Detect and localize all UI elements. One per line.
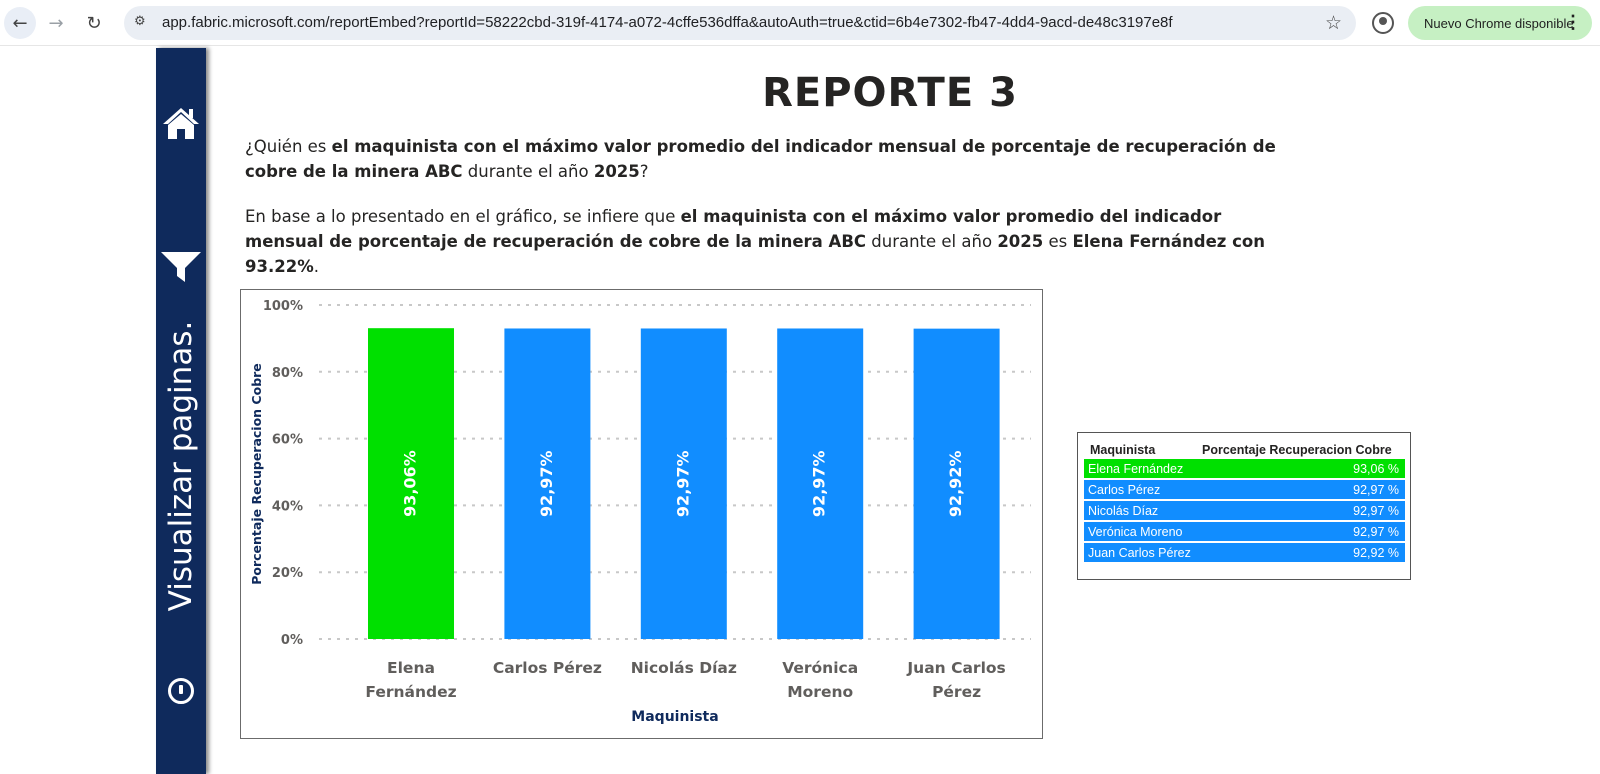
- x-category-label: Carlos Pérez: [493, 659, 602, 677]
- bar-data-label: 92,92%: [946, 451, 965, 518]
- y-axis-title: Porcentaje Recuperacion Cobre: [249, 363, 264, 585]
- y-tick-label: 100%: [263, 299, 303, 314]
- x-category-label: Verónica Moreno: [782, 659, 858, 701]
- x-category-label: Nicolás Díaz: [631, 659, 737, 677]
- x-category-label-line: Juan Carlos: [906, 659, 1005, 677]
- filter-icon[interactable]: [160, 250, 202, 284]
- bar-chart: 0% 20% 40% 60% 80% 100% 93,06% Elena Fernández 92…: [249, 299, 1031, 725]
- table-row[interactable]: Elena Fernández 93,06 %: [1084, 459, 1405, 479]
- table-cell-maquinista: Juan Carlos Pérez: [1088, 546, 1191, 560]
- table-cell-porcentaje: 92,97 %: [1353, 483, 1399, 497]
- x-category-label-line: Moreno: [787, 683, 853, 701]
- address-url[interactable]: app.fabric.microsoft.com/reportEmbed?rep…: [162, 14, 1173, 31]
- browser-toolbar: ← → ↻ ⚙ app.fabric.microsoft.com/reportE…: [0, 0, 1600, 46]
- table-cell-porcentaje: 92,92 %: [1353, 546, 1399, 560]
- y-tick-label: 60%: [272, 433, 303, 448]
- x-category-label: Juan Carlos Pérez: [906, 659, 1005, 701]
- visualizar-paginas-label[interactable]: Visualizar paginas.: [163, 320, 199, 612]
- bar-chart-card[interactable]: 0% 20% 40% 60% 80% 100% 93,06% Elena Fernández 92…: [240, 289, 1043, 739]
- bar: [368, 328, 454, 639]
- table-cell-maquinista: Carlos Pérez: [1088, 483, 1161, 497]
- info-icon[interactable]: [168, 678, 194, 704]
- table-row[interactable]: Carlos Pérez 92,97 %: [1084, 480, 1405, 500]
- table-header-porcentaje[interactable]: Porcentaje Recuperacion Cobre: [1202, 443, 1392, 457]
- data-table[interactable]: Maquinista Porcentaje Recuperacion Cobre…: [1077, 432, 1411, 580]
- y-tick-label: 80%: [272, 366, 303, 381]
- reload-icon[interactable]: ↻: [86, 12, 102, 34]
- x-category-label-line: Pérez: [932, 683, 981, 701]
- x-category-label-line: Elena: [387, 659, 435, 677]
- bookmark-star-icon[interactable]: ☆: [1324, 12, 1342, 34]
- table-row[interactable]: Verónica Moreno 92,97 %: [1084, 522, 1405, 542]
- table-cell-maquinista: Verónica Moreno: [1088, 525, 1183, 539]
- bar-data-label: 92,97%: [673, 450, 692, 517]
- page-title: REPORTE 3: [762, 70, 1018, 116]
- site-info-icon[interactable]: ⚙: [134, 14, 146, 29]
- x-category-label-line: Carlos Pérez: [493, 659, 602, 677]
- table-header-maquinista[interactable]: Maquinista: [1090, 443, 1156, 457]
- bar-data-label: 93,06%: [401, 450, 420, 517]
- table-cell-maquinista: Nicolás Díaz: [1088, 504, 1159, 518]
- report-sidebar: Visualizar paginas.: [156, 48, 206, 774]
- chrome-update-button[interactable]: Nuevo Chrome disponible ⋮: [1408, 6, 1592, 40]
- x-category-label-line: Fernández: [365, 683, 456, 701]
- y-tick-label: 0%: [281, 633, 303, 648]
- kebab-menu-icon[interactable]: ⋮: [1564, 12, 1582, 32]
- profile-icon[interactable]: [1372, 12, 1394, 34]
- x-category-label-line: Nicolás Díaz: [631, 659, 737, 677]
- x-category-label-line: Verónica: [782, 659, 858, 677]
- bar: [777, 328, 864, 639]
- answer-text: En base a lo presentado en el gráfico, s…: [245, 207, 1266, 276]
- x-axis-title: Maquinista: [631, 709, 718, 725]
- table-cell-porcentaje: 93,06 %: [1353, 462, 1399, 476]
- question-text: ¿Quién es el maquinista con el máximo va…: [245, 137, 1276, 181]
- table-cell-maquinista: Elena Fernández: [1088, 462, 1184, 476]
- table-row[interactable]: Juan Carlos Pérez 92,92 %: [1084, 543, 1405, 563]
- forward-arrow-icon[interactable]: →: [48, 12, 64, 34]
- chrome-update-label: Nuevo Chrome disponible: [1424, 15, 1574, 31]
- bar-data-label: 92,97%: [810, 450, 829, 517]
- table-cell-porcentaje: 92,97 %: [1353, 504, 1399, 518]
- table-cell-porcentaje: 92,97 %: [1353, 525, 1399, 539]
- table-row[interactable]: Nicolás Díaz 92,97 %: [1084, 501, 1405, 521]
- y-tick-label: 20%: [272, 566, 303, 581]
- bar: [913, 328, 1000, 639]
- bar-data-label: 92,97%: [537, 450, 556, 517]
- y-tick-label: 40%: [272, 499, 303, 514]
- home-icon[interactable]: [162, 106, 200, 140]
- x-category-label: Elena Fernández: [365, 659, 456, 701]
- bar: [504, 328, 591, 639]
- address-bar[interactable]: ⚙ app.fabric.microsoft.com/reportEmbed?r…: [124, 6, 1356, 40]
- bar: [640, 328, 727, 639]
- back-arrow-icon[interactable]: ←: [4, 7, 36, 39]
